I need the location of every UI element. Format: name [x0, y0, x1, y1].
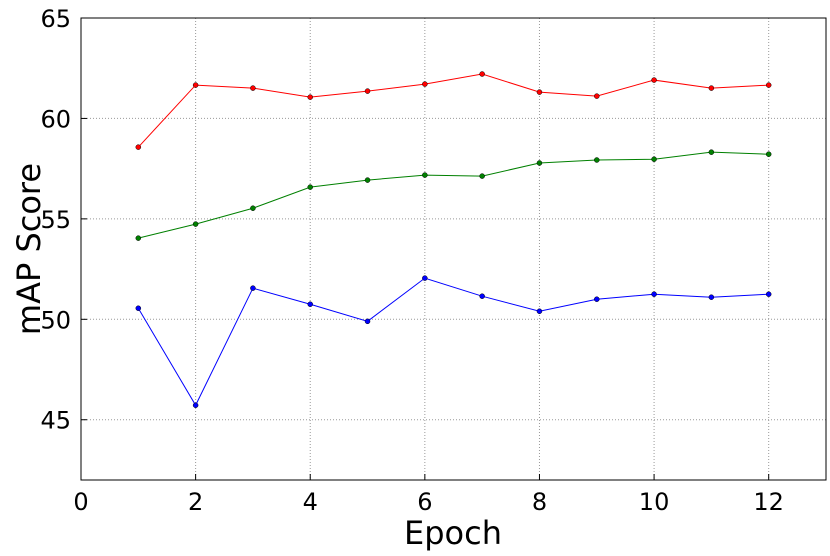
- point: [307, 301, 313, 307]
- point: [594, 93, 600, 99]
- x-tick-label: 6: [417, 488, 432, 516]
- y-tick-label: 50: [40, 306, 71, 334]
- point: [479, 173, 485, 179]
- point: [307, 184, 313, 190]
- point: [536, 89, 543, 95]
- point: [651, 156, 657, 162]
- plot-frame: [80, 17, 827, 481]
- x-tick-label: 12: [753, 488, 784, 516]
- point: [765, 291, 772, 297]
- point: [479, 293, 485, 299]
- point: [651, 77, 657, 83]
- y-tick-label: 45: [40, 407, 71, 435]
- x-tick-label: 8: [532, 488, 547, 516]
- point: [192, 221, 199, 227]
- y-tick-label: 65: [40, 5, 71, 33]
- point: [135, 305, 142, 312]
- x-axis-label: Epoch: [404, 514, 502, 552]
- point: [594, 296, 600, 302]
- y-tick-label: 55: [40, 206, 71, 234]
- point: [422, 172, 428, 178]
- x-tick-label: 4: [303, 488, 318, 516]
- point: [536, 160, 543, 166]
- point: [250, 205, 256, 211]
- point: [135, 235, 142, 241]
- point: [192, 402, 199, 409]
- series-line: [137, 277, 769, 407]
- point: [192, 82, 199, 88]
- point: [765, 151, 772, 157]
- point: [594, 157, 600, 163]
- series-line: [137, 73, 769, 148]
- x-tick-label: 0: [73, 488, 88, 516]
- point: [765, 82, 772, 88]
- y-tick-label: 60: [40, 105, 71, 133]
- point: [250, 285, 256, 291]
- point: [708, 149, 715, 155]
- point: [651, 291, 657, 297]
- point: [364, 88, 371, 94]
- point: [536, 308, 543, 315]
- x-tick-label: 10: [639, 488, 670, 516]
- series-line: [138, 151, 769, 239]
- point: [422, 81, 428, 87]
- x-tick-label: 2: [188, 488, 203, 516]
- y-axis-label: mAP Score: [10, 163, 48, 335]
- point: [479, 71, 485, 77]
- point: [307, 94, 313, 100]
- point: [708, 294, 715, 300]
- point: [364, 318, 371, 325]
- point: [422, 275, 428, 281]
- point: [250, 85, 256, 91]
- point: [364, 177, 371, 183]
- point: [708, 85, 715, 91]
- point: [135, 144, 142, 150]
